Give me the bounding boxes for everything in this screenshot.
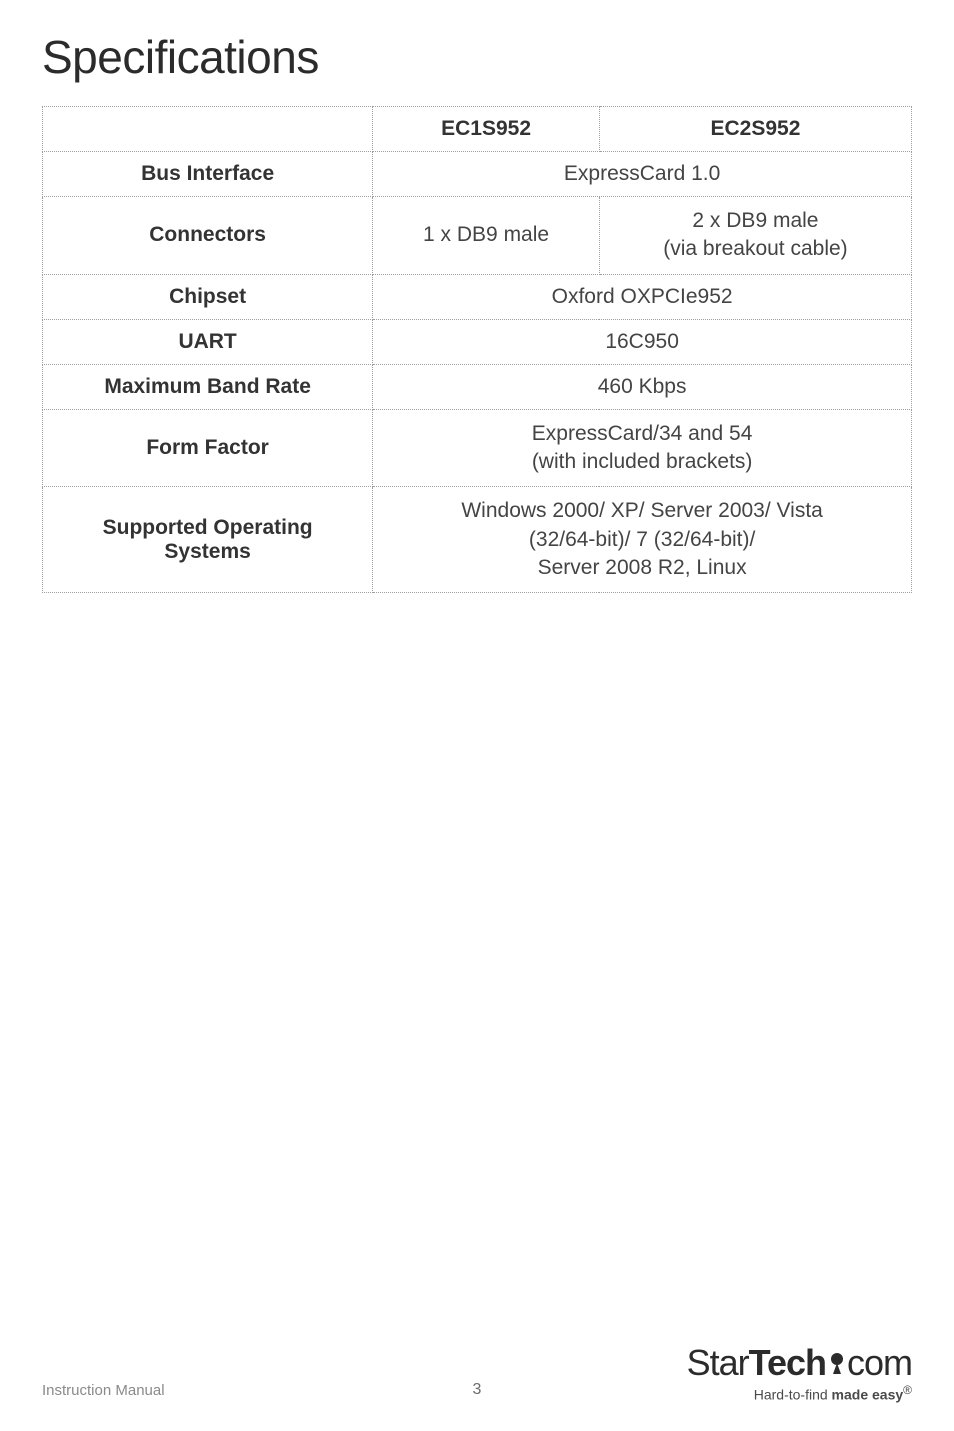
connectors-2b: (via breakout cable) <box>663 237 847 260</box>
row-label-connectors: Connectors <box>43 197 373 275</box>
table-row: UART 16C950 <box>43 319 912 364</box>
table-row: Connectors 1 x DB9 male 2 x DB9 male (vi… <box>43 197 912 275</box>
row-label-bus: Bus Interface <box>43 152 373 197</box>
os-l1: Windows 2000/ XP/ Server 2003/ Vista <box>461 499 822 522</box>
row-value-connectors-1: 1 x DB9 male <box>373 197 600 275</box>
table-row: EC1S952 EC2S952 <box>43 107 912 152</box>
row-value-os: Windows 2000/ XP/ Server 2003/ Vista (32… <box>373 487 912 593</box>
spec-table: EC1S952 EC2S952 Bus Interface ExpressCar… <box>42 106 912 593</box>
logo-part2: Tech <box>749 1342 826 1383</box>
logo-part1: Star <box>687 1342 749 1383</box>
row-value-bus: ExpressCard 1.0 <box>373 152 912 197</box>
os-l3: Server 2008 R2, Linux <box>538 556 747 579</box>
tagline-light: Hard-to-find <box>754 1387 832 1403</box>
row-value-chipset: Oxford OXPCIe952 <box>373 274 912 319</box>
row-label-uart: UART <box>43 319 373 364</box>
os-l2: (32/64-bit)/ 7 (32/64-bit)/ <box>529 528 755 551</box>
brand-logo-text: StarTechcom <box>687 1345 912 1381</box>
footer-page-number: 3 <box>473 1381 482 1399</box>
connectors-2a: 2 x DB9 male <box>692 209 818 232</box>
table-row: Maximum Band Rate 460 Kbps <box>43 364 912 409</box>
table-row: Bus Interface ExpressCard 1.0 <box>43 152 912 197</box>
registered-mark: ® <box>903 1383 912 1397</box>
footer: Instruction Manual 3 StarTechcom Hard-to… <box>0 1313 954 1403</box>
form-l1: ExpressCard/34 and 54 <box>532 422 753 445</box>
logo-part3: com <box>847 1342 912 1383</box>
row-value-uart: 16C950 <box>373 319 912 364</box>
form-l2: (with included brackets) <box>532 450 753 473</box>
brand-tagline: Hard-to-find made easy® <box>687 1383 912 1403</box>
brand-logo: StarTechcom Hard-to-find made easy® <box>687 1345 912 1403</box>
empty-cell <box>43 107 373 152</box>
table-row: Supported Operating Systems Windows 2000… <box>43 487 912 593</box>
row-label-os: Supported Operating Systems <box>43 487 373 593</box>
row-label-form: Form Factor <box>43 409 373 487</box>
tagline-bold: made easy <box>832 1387 904 1403</box>
table-row: Chipset Oxford OXPCIe952 <box>43 274 912 319</box>
col-header-1: EC1S952 <box>373 107 600 152</box>
row-value-band: 460 Kbps <box>373 364 912 409</box>
row-value-form: ExpressCard/34 and 54 (with included bra… <box>373 409 912 487</box>
row-label-chipset: Chipset <box>43 274 373 319</box>
footer-left-text: Instruction Manual <box>42 1382 165 1399</box>
table-row: Form Factor ExpressCard/34 and 54 (with … <box>43 409 912 487</box>
logo-dot-icon <box>828 1352 846 1374</box>
row-value-connectors-2: 2 x DB9 male (via breakout cable) <box>599 197 911 275</box>
row-label-band: Maximum Band Rate <box>43 364 373 409</box>
page-title: Specifications <box>42 30 912 84</box>
col-header-2: EC2S952 <box>599 107 911 152</box>
